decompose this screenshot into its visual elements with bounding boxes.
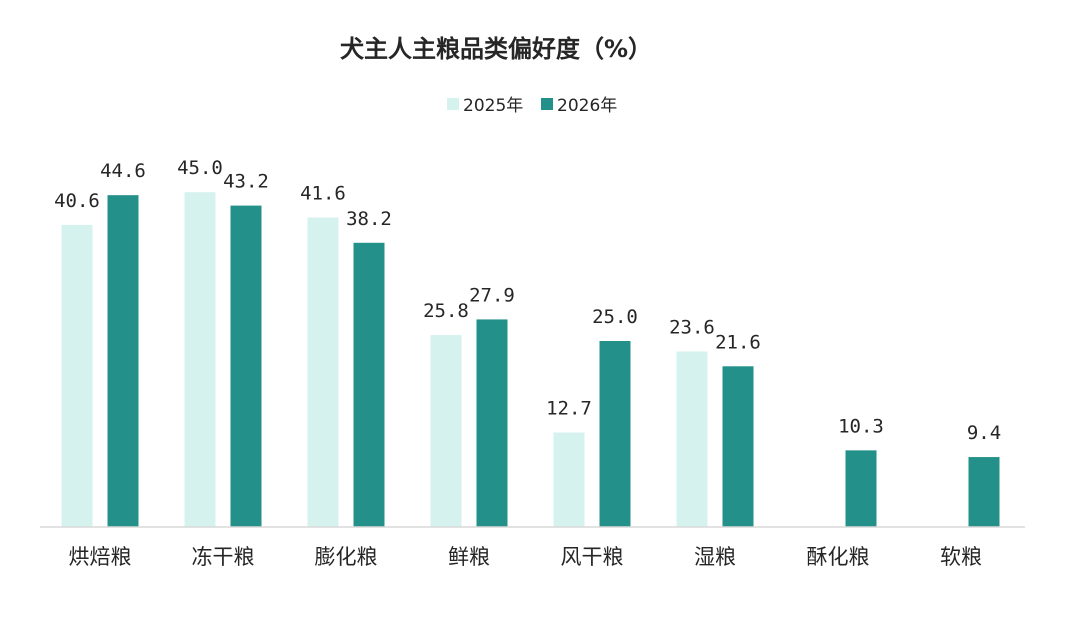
bar-2025-4: [553, 432, 585, 527]
category-label-3: 鲜粮: [448, 545, 490, 569]
data-labels: 40.644.6 45.043.2 41.638.2 25.827.9 12.7 25.0…: [54, 157, 1001, 444]
legend: 2025年 2026年: [447, 96, 617, 116]
bar-2025-2: [307, 217, 339, 527]
bar-2025-5: [676, 351, 708, 527]
data-label-2025-4: 12.7: [546, 398, 592, 420]
data-label-2026-7: 9.4: [967, 422, 1001, 444]
legend-swatch-2026: [541, 98, 553, 110]
category-labels: 烘焙粮 冻干粮 膨化粮 鲜粮 风干粮 湿粮 酥化粮 软粮: [69, 545, 983, 569]
data-label-2025-3: 25.8: [423, 300, 469, 322]
bar-2026-3: [476, 319, 508, 527]
category-label-2: 膨化粮: [315, 545, 378, 569]
category-label-6: 酥化粮: [807, 545, 870, 569]
bar-2025-3: [430, 335, 462, 527]
category-label-5: 湿粮: [694, 545, 736, 569]
data-label-2025-1: 45.0: [177, 157, 223, 179]
bar-2026-1: [230, 205, 262, 528]
data-label-2025-0: 40.6: [54, 190, 100, 212]
bar-2026-2: [353, 242, 385, 528]
bar-2026-7: [968, 457, 1000, 527]
data-label-2026-2: 38.2: [346, 208, 392, 230]
data-label-2026-4: 25.0: [592, 306, 638, 328]
category-label-4: 风干粮: [561, 545, 624, 569]
category-label-0: 烘焙粮: [69, 545, 132, 569]
data-label-2026-1: 43.2: [223, 171, 269, 193]
chart-title: 犬主人主粮品类偏好度（%）: [340, 35, 652, 63]
bars: [61, 192, 1000, 528]
data-label-2026-5: 21.6: [715, 331, 761, 353]
bar-2025-1: [184, 192, 216, 527]
category-label-1: 冻干粮: [192, 545, 255, 569]
data-label-2026-6: 10.3: [838, 415, 884, 437]
bar-2026-4: [599, 341, 631, 527]
data-label-2025-5: 23.6: [669, 316, 715, 338]
bar-2025-0: [61, 224, 93, 527]
bar-2026-5: [722, 366, 754, 527]
data-label-2026-3: 27.9: [469, 284, 515, 306]
data-label-2026-0: 44.6: [100, 160, 146, 182]
legend-swatch-2025: [447, 98, 459, 110]
legend-label-2026: 2026年: [557, 96, 617, 116]
bar-2026-0: [107, 195, 139, 527]
bar-2026-6: [845, 450, 877, 527]
category-label-7: 软粮: [940, 545, 982, 569]
data-label-2025-2: 41.6: [300, 182, 346, 204]
legend-label-2025: 2025年: [463, 96, 523, 116]
